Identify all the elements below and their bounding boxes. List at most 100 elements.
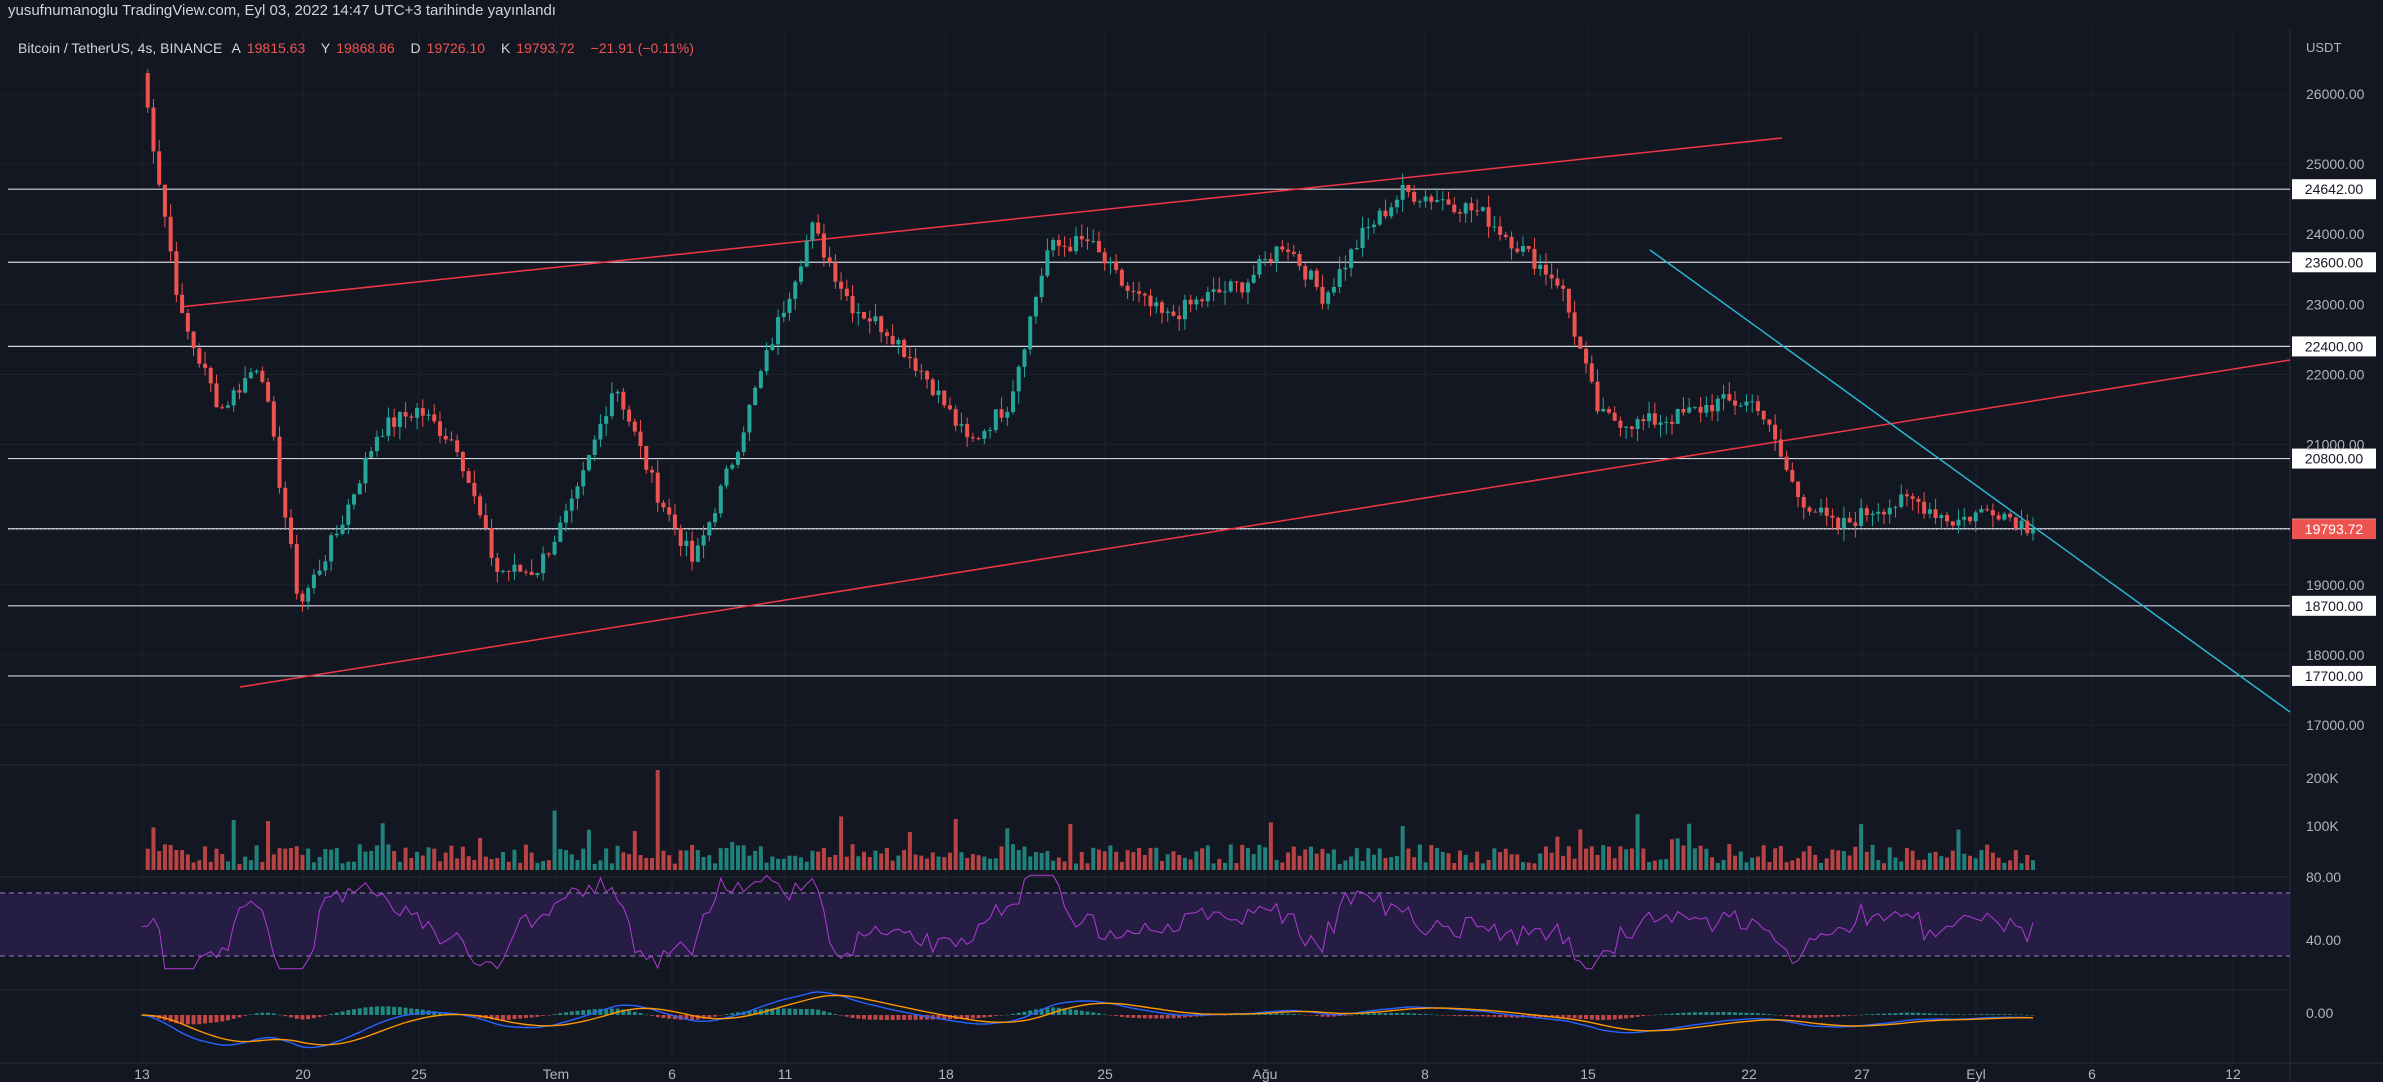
volume-bar	[988, 858, 993, 870]
volume-bar	[1205, 845, 1210, 870]
macd-hist-bar	[1343, 1015, 1348, 1016]
volume-bar	[1956, 829, 1961, 870]
candle-body	[959, 424, 964, 426]
volume-bar	[197, 860, 202, 870]
volume-bar	[844, 856, 849, 870]
volume-bar	[1647, 862, 1652, 870]
macd-hist-bar	[1882, 1013, 1887, 1015]
volume-bar	[1022, 846, 1027, 870]
open-label: A	[231, 40, 241, 56]
macd-tick: 0.00	[2306, 1005, 2333, 1021]
level-tag-text: 24642.00	[2305, 181, 2364, 197]
candle-body	[1240, 282, 1245, 293]
candle-body	[569, 498, 574, 511]
candle-body	[1205, 291, 1210, 302]
volume-bar	[1710, 857, 1715, 870]
volume-bar	[747, 855, 752, 870]
macd-hist-bar	[506, 1015, 511, 1020]
time-axis[interactable]: 13 20 25 Tem 6 11 18 25 Ağu 8 15 22 27 Eyl 6 12	[134, 1066, 2241, 1082]
macd-hist-bar	[907, 1015, 912, 1020]
macd-hist-bar	[1165, 1015, 1170, 1019]
candle-body	[844, 288, 849, 297]
volume-bar	[1297, 855, 1302, 870]
macd-hist-bar	[1188, 1015, 1193, 1018]
volume-bar	[902, 849, 907, 870]
volume-bar	[1836, 850, 1841, 870]
macd-hist-bar	[529, 1015, 534, 1018]
volume-bar	[942, 857, 947, 870]
macd-hist-bar	[867, 1015, 872, 1020]
volume-bar	[1223, 862, 1228, 870]
macd-hist-bar	[879, 1015, 884, 1020]
macd-hist-bar	[747, 1010, 752, 1015]
macd-hist-bar	[180, 1015, 185, 1025]
macd-hist-bar	[357, 1008, 362, 1015]
macd-hist-bar	[776, 1008, 781, 1015]
time-label: 25	[1097, 1066, 1113, 1082]
macd-hist-bar	[604, 1008, 609, 1015]
volume-bar	[1864, 851, 1869, 870]
price-axis[interactable]: 24642.0023600.0022400.0020800.0019800.00…	[2292, 40, 2376, 1021]
price-tick: 18000.00	[2306, 647, 2365, 663]
volume-bar	[1291, 846, 1296, 870]
candle-body	[2025, 520, 2030, 534]
macd-hist-bar	[1927, 1013, 1932, 1015]
volume-bar	[1074, 863, 1079, 870]
volume-bar	[1412, 857, 1417, 870]
candle-body	[1750, 401, 1755, 403]
symbol-name[interactable]: Bitcoin / TetherUS, 4s, BINANCE	[18, 40, 223, 56]
candle-body	[1807, 507, 1812, 512]
volume-bar	[965, 857, 970, 870]
volume-bar	[260, 861, 265, 870]
candle-body	[1950, 521, 1955, 526]
macd-hist-bar	[197, 1015, 202, 1025]
high-value: Y 19868.86	[321, 40, 401, 56]
volume-bar	[495, 858, 500, 870]
level-tag-box	[2292, 252, 2376, 273]
volume-bar	[982, 856, 987, 870]
volume-bar	[501, 851, 506, 870]
volume-bar	[306, 848, 311, 870]
volume-bar	[862, 851, 867, 870]
level-tag-box	[2292, 448, 2376, 469]
candle-body	[277, 436, 282, 488]
candle-body	[392, 417, 397, 427]
volume-bar	[827, 856, 832, 870]
macd-hist-bar	[1956, 1014, 1961, 1015]
volume-bar	[1142, 854, 1147, 870]
candle-body	[1372, 224, 1377, 228]
candle-body	[684, 540, 689, 546]
candle-body	[1331, 287, 1336, 293]
candle-body	[1498, 226, 1503, 235]
volume-bar	[352, 861, 357, 870]
candle-body	[638, 431, 643, 446]
macd-hist-bar	[1234, 1014, 1239, 1016]
candle-body	[1641, 419, 1646, 422]
macd-hist-bar	[248, 1014, 253, 1015]
volume-bar	[1584, 848, 1589, 870]
volume-bar	[1933, 851, 1938, 870]
candle-body	[1142, 293, 1147, 296]
volume-bar	[1469, 862, 1474, 870]
volume-bar	[1967, 855, 1972, 870]
volume-bar	[1440, 851, 1445, 870]
macd-hist-bar	[369, 1006, 374, 1015]
volume-bar	[455, 858, 460, 870]
macd-hist-bar	[947, 1015, 952, 1020]
volume-bar	[959, 852, 964, 870]
macd-hist-bar	[1824, 1015, 1829, 1018]
volume-bar	[1882, 863, 1887, 870]
macd-hist-bar	[690, 1015, 695, 1021]
macd-hist-bar	[1142, 1015, 1147, 1019]
macd-hist-bar	[1784, 1015, 1789, 1017]
candle-body	[1056, 239, 1061, 246]
low-number: 19726.10	[426, 40, 486, 56]
trend-lines[interactable]	[179, 137, 2291, 713]
volume-bar	[1423, 862, 1428, 870]
macd-hist-bar	[1372, 1013, 1377, 1015]
macd-hist-bar	[1864, 1014, 1869, 1015]
volume-bar	[254, 845, 259, 870]
last-price-tag	[2292, 519, 2376, 540]
candle-body	[724, 468, 729, 486]
